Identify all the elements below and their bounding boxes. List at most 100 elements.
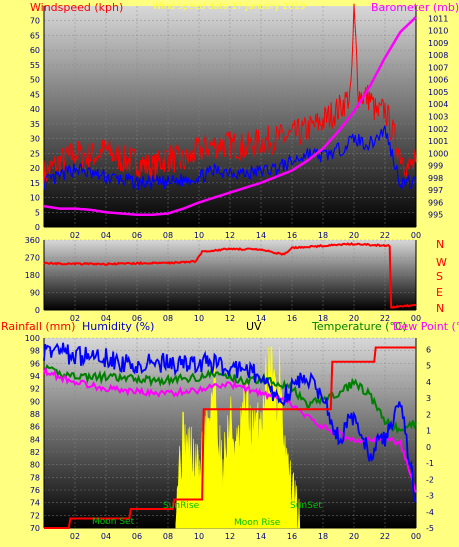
temperature-axis-label: Temperature (°C) [311, 320, 407, 333]
wind-y-tick-label: 35 [30, 120, 40, 129]
temperature-y-tick-label: -4 [426, 508, 434, 517]
wind-y-tick-label: 15 [30, 179, 40, 188]
wind-x-tick-label: 06 [132, 231, 142, 240]
clim-x-tick-label: 06 [132, 532, 142, 541]
barometer-y-tick-label: 1001 [428, 137, 448, 146]
humidity-y-tick-label: 84 [30, 435, 40, 444]
compass-label-s: S [436, 270, 443, 283]
temperature-y-tick-label: -3 [426, 492, 434, 501]
temperature-y-tick-label: 0 [426, 443, 431, 452]
dir-x-tick-label: 02 [70, 314, 80, 323]
rainfall-axis-label: Rainfall (mm) [1, 320, 75, 333]
barometer-y-tick-label: 1002 [428, 125, 448, 134]
temperature-line [43, 363, 417, 435]
barometer-y-tick-label: 995 [428, 211, 443, 220]
dir-x-tick-label: 14 [256, 314, 266, 323]
clim-x-tick-label: 04 [101, 532, 111, 541]
barometer-y-tick-label: 1000 [428, 149, 448, 158]
dir-x-tick-label: 08 [163, 314, 173, 323]
wind-x-tick-label: 10 [194, 231, 204, 240]
wind-x-tick-label: 16 [287, 231, 297, 240]
temperature-y-tick-label: 1 [426, 427, 431, 436]
clim-x-tick-label: 14 [256, 532, 266, 541]
dir-x-tick-label: 10 [194, 314, 204, 323]
wind-y-tick-label: 20 [30, 164, 40, 173]
chart-header-title: Wind speed data 17 January 2019 [153, 2, 306, 12]
wind-x-tick-label: 14 [256, 231, 266, 240]
barometer-y-tick-label: 999 [428, 162, 443, 171]
wind-y-tick-label: 60 [30, 46, 40, 55]
barometer-axis-label: Barometer (mb) [371, 1, 459, 14]
temperature-y-tick-label: 2 [426, 410, 431, 419]
temperature-y-tick-label: 6 [426, 345, 431, 354]
humidity-y-tick-label: 96 [30, 359, 40, 368]
barometer-y-tick-label: 1009 [428, 39, 448, 48]
sun-rise-label: SunRise [163, 501, 200, 511]
barometer-line [43, 16, 417, 216]
temperature-y-tick-label: -1 [426, 459, 434, 468]
dir-x-tick-label: 22 [380, 314, 390, 323]
humidity-line [43, 342, 417, 504]
dir-x-tick-label: 16 [287, 314, 297, 323]
wind-x-tick-label: 20 [349, 231, 359, 240]
wind-x-tick-label: 02 [70, 231, 80, 240]
wind-y-tick-label: 65 [30, 31, 40, 40]
humidity-y-tick-label: 76 [30, 486, 40, 495]
dir-x-tick-label: 06 [132, 314, 142, 323]
humidity-y-tick-label: 86 [30, 423, 40, 432]
humidity-y-tick-label: 100 [25, 334, 40, 343]
humidity-y-tick-label: 82 [30, 448, 40, 457]
compass-label-n-top: N [436, 238, 444, 251]
compass-label-w: W [436, 256, 447, 269]
clim-x-tick-label: 22 [380, 532, 390, 541]
windspeed-axis-label: Windspeed (kph) [30, 1, 123, 14]
humidity-y-tick-label: 90 [30, 397, 40, 406]
barometer-y-tick-label: 1004 [428, 100, 448, 109]
barometer-y-tick-label: 1005 [428, 88, 448, 97]
clim-x-tick-label: 10 [194, 532, 204, 541]
wind-y-tick-label: 40 [30, 105, 40, 114]
wind-x-tick-label: 18 [318, 231, 328, 240]
barometer-y-tick-label: 1003 [428, 113, 448, 122]
dir-x-tick-label: 00 [411, 314, 421, 323]
direction-y-tick-label: 270 [25, 254, 40, 263]
direction-y-tick-label: 90 [30, 289, 40, 298]
barometer-y-tick-label: 997 [428, 186, 443, 195]
sun-set-label: SunSet [290, 501, 322, 511]
uv-axis-label: UV [246, 320, 262, 333]
direction-y-tick-label: 180 [25, 271, 40, 280]
clim-x-tick-label: 02 [70, 532, 80, 541]
barometer-y-tick-label: 996 [428, 198, 443, 207]
wind-y-tick-label: 0 [35, 223, 40, 232]
wind-gust-line [43, 3, 417, 189]
wind-x-tick-label: 04 [101, 231, 111, 240]
wind-y-tick-label: 70 [30, 17, 40, 26]
clim-x-tick-label: 16 [287, 532, 297, 541]
humidity-y-tick-label: 78 [30, 473, 40, 482]
wind-x-tick-label: 22 [380, 231, 390, 240]
moon-set-label: Moon Set [92, 517, 135, 527]
wind-average-line [43, 125, 417, 192]
dir-x-tick-label: 18 [318, 314, 328, 323]
temperature-y-tick-label: 5 [426, 362, 431, 371]
barometer-y-tick-label: 998 [428, 174, 443, 183]
barometer-y-tick-label: 1010 [428, 27, 448, 36]
humidity-y-tick-label: 88 [30, 410, 40, 419]
barometer-y-tick-label: 1007 [428, 63, 448, 72]
humidity-y-tick-label: 98 [30, 347, 40, 356]
humidity-y-tick-label: 80 [30, 461, 40, 470]
dir-x-tick-label: 04 [101, 314, 111, 323]
moon-rise-label: Moon Rise [234, 518, 281, 528]
dewpoint-axis-label: Dew Point (°C) [393, 320, 459, 333]
barometer-y-tick-label: 1006 [428, 76, 448, 85]
temperature-y-tick-label: -5 [426, 524, 434, 533]
wind-y-tick-label: 50 [30, 76, 40, 85]
humidity-y-tick-label: 72 [30, 511, 40, 520]
temperature-y-tick-label: 4 [426, 378, 431, 387]
wind-y-tick-label: 30 [30, 135, 40, 144]
humidity-y-tick-label: 92 [30, 385, 40, 394]
wind-direction-line [43, 242, 417, 309]
humidity-y-tick-label: 70 [30, 524, 40, 533]
